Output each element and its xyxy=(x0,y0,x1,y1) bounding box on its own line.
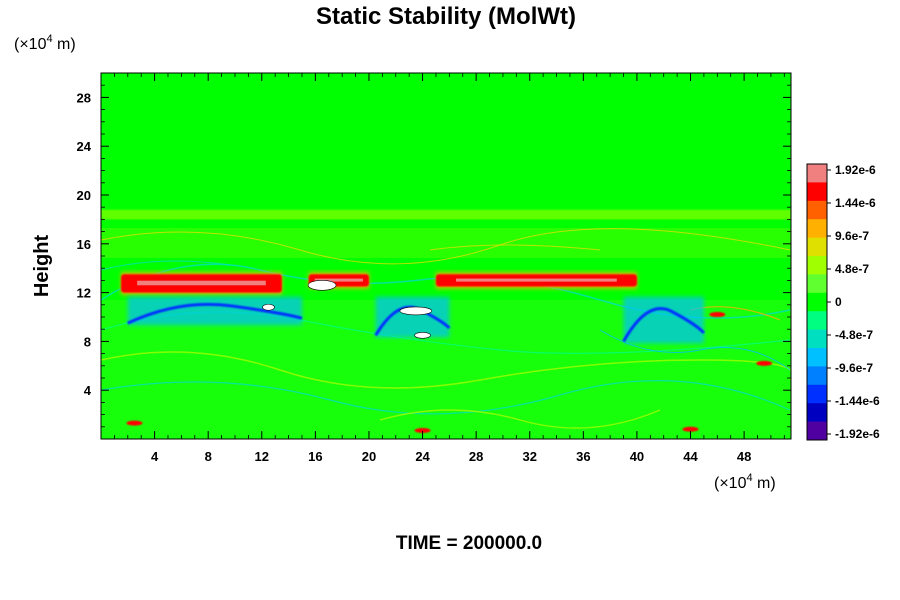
feature-halo xyxy=(623,296,704,344)
colorbar-swatch xyxy=(807,421,827,441)
field-wisp xyxy=(101,228,791,265)
negative-stability-band xyxy=(127,302,303,325)
field-background xyxy=(101,73,791,439)
field-wisp xyxy=(379,409,661,429)
y-axis-unit: (×104 m) xyxy=(14,33,76,53)
y-axis-label: Height xyxy=(31,235,53,298)
x-tick-label: 24 xyxy=(415,449,430,464)
y-tick-label: 12 xyxy=(77,286,91,301)
local-maximum xyxy=(682,426,699,432)
saturated-spot xyxy=(307,279,337,291)
field-wisp xyxy=(101,260,231,271)
texture-band xyxy=(101,228,791,258)
positive-peak xyxy=(456,278,617,282)
colorbar-swatch xyxy=(807,348,827,367)
positive-peak xyxy=(137,280,266,286)
colorbar-swatch xyxy=(807,311,827,331)
negative-stability-band xyxy=(622,307,706,343)
y-tick-label: 8 xyxy=(84,334,91,349)
heatmap-field xyxy=(101,73,791,439)
local-maximum xyxy=(756,360,773,366)
chart-title: Static Stability (MolWt) xyxy=(316,3,576,30)
colorbar-swatch xyxy=(807,237,827,257)
x-tick-label: 48 xyxy=(737,449,751,464)
colorbar-swatch xyxy=(807,274,827,294)
upper-layer-boundary xyxy=(101,209,791,220)
colorbar-swatch xyxy=(807,182,827,202)
colorbar-swatch xyxy=(807,329,827,349)
y-axis: 4 8 12 16 20 24 28 xyxy=(77,84,791,428)
saturated-spot xyxy=(262,303,275,311)
field-wisp xyxy=(101,380,791,415)
colorbar-label: -1.92e-6 xyxy=(835,427,880,441)
local-maximum xyxy=(414,427,431,433)
x-tick-label: 12 xyxy=(255,449,269,464)
x-tick-label: 20 xyxy=(362,449,376,464)
y-tick-label: 24 xyxy=(77,139,92,154)
x-axis-unit: (×104 m) xyxy=(714,472,776,492)
colorbar-swatch xyxy=(807,219,827,239)
feature-halo xyxy=(375,296,450,338)
colorbar-label: 1.92e-6 xyxy=(835,163,876,177)
colorbar-swatch xyxy=(807,384,827,404)
field-wisp xyxy=(101,351,791,389)
x-tick-label: 40 xyxy=(630,449,644,464)
colorbar-swatch xyxy=(807,403,827,423)
field-wisp xyxy=(599,329,791,371)
colorbar-label: -1.44e-6 xyxy=(835,394,880,408)
positive-peak xyxy=(314,278,363,282)
colorbar-swatch xyxy=(807,164,827,183)
saturated-spot xyxy=(414,331,431,339)
x-tick-label: 44 xyxy=(683,449,698,464)
y-tick-label: 4 xyxy=(84,383,92,398)
colorbar-swatch xyxy=(807,366,827,386)
local-maximum xyxy=(126,420,143,426)
y-tick-label: 20 xyxy=(77,188,91,203)
x-tick-label: 8 xyxy=(205,449,212,464)
colorbar: 1.92e-6 1.44e-6 9.6e-7 4.8e-7 0 -4.8e-7 -9.6e-… xyxy=(806,163,880,441)
feature-halo xyxy=(127,296,302,326)
saturated-spot xyxy=(399,306,433,316)
colorbar-label: 9.6e-7 xyxy=(835,229,869,243)
y-tick-label: 28 xyxy=(77,90,91,105)
colorbar-swatch xyxy=(807,200,827,220)
time-label: TIME = 200000.0 xyxy=(396,533,542,554)
x-tick-label: 32 xyxy=(523,449,537,464)
local-maximum xyxy=(709,312,726,318)
x-axis: 4 8 12 16 20 24 28 32 36 40 44 48 xyxy=(113,73,785,464)
field-wisp xyxy=(429,244,601,251)
colorbar-label: 1.44e-6 xyxy=(835,196,876,210)
colorbar-label: 4.8e-7 xyxy=(835,262,869,276)
x-tick-label: 4 xyxy=(151,449,159,464)
colorbar-label: -9.6e-7 xyxy=(835,361,873,375)
colorbar-swatch xyxy=(807,256,827,275)
colorbar-label: 0 xyxy=(835,295,842,309)
x-tick-label: 36 xyxy=(576,449,590,464)
x-tick-label: 28 xyxy=(469,449,483,464)
colorbar-label: -4.8e-7 xyxy=(835,328,873,342)
y-tick-label: 16 xyxy=(77,237,91,252)
x-tick-label: 16 xyxy=(308,449,322,464)
colorbar-swatch xyxy=(807,292,827,312)
